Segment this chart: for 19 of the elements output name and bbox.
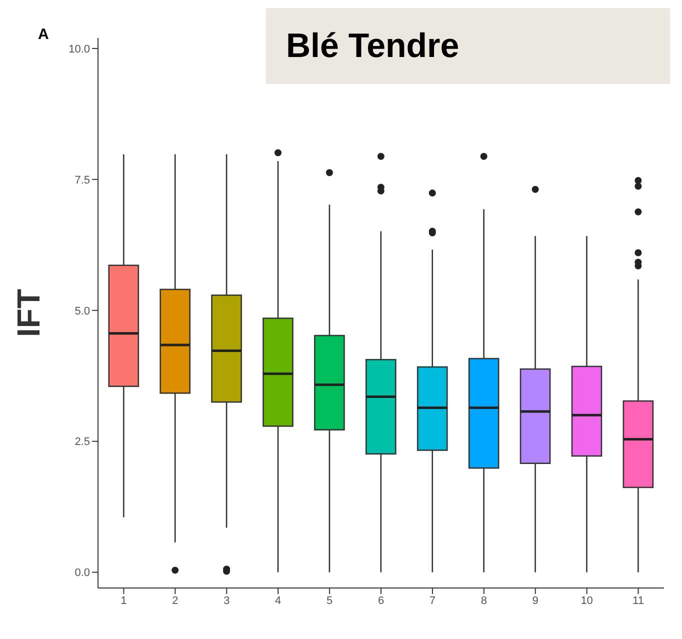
x-tick-label: 5 — [326, 594, 333, 607]
y-tick-label: 2.5 — [74, 436, 90, 448]
x-tick-label: 4 — [275, 594, 282, 607]
x-tick-label: 3 — [224, 594, 230, 607]
y-tick-label: 10.0 — [68, 43, 90, 56]
y-axis-title: IFT — [10, 288, 46, 337]
y-tick-label: 7.5 — [74, 174, 90, 186]
x-tick-label: 9 — [532, 594, 538, 607]
x-tick-label: 2 — [172, 594, 178, 607]
x-tick-label: 6 — [378, 594, 384, 607]
title-box: Blé Tendre — [266, 8, 670, 84]
x-tick-label: 7 — [429, 594, 436, 607]
x-tick-label: 11 — [632, 594, 644, 607]
y-tick-label: 5.0 — [74, 305, 90, 318]
x-tick-label: 8 — [480, 594, 487, 607]
text: A — [38, 26, 49, 43]
y-tick-label: 0.0 — [74, 567, 90, 580]
x-tick-label: 1 — [120, 594, 127, 607]
x-tick-label: 10 — [580, 594, 593, 607]
